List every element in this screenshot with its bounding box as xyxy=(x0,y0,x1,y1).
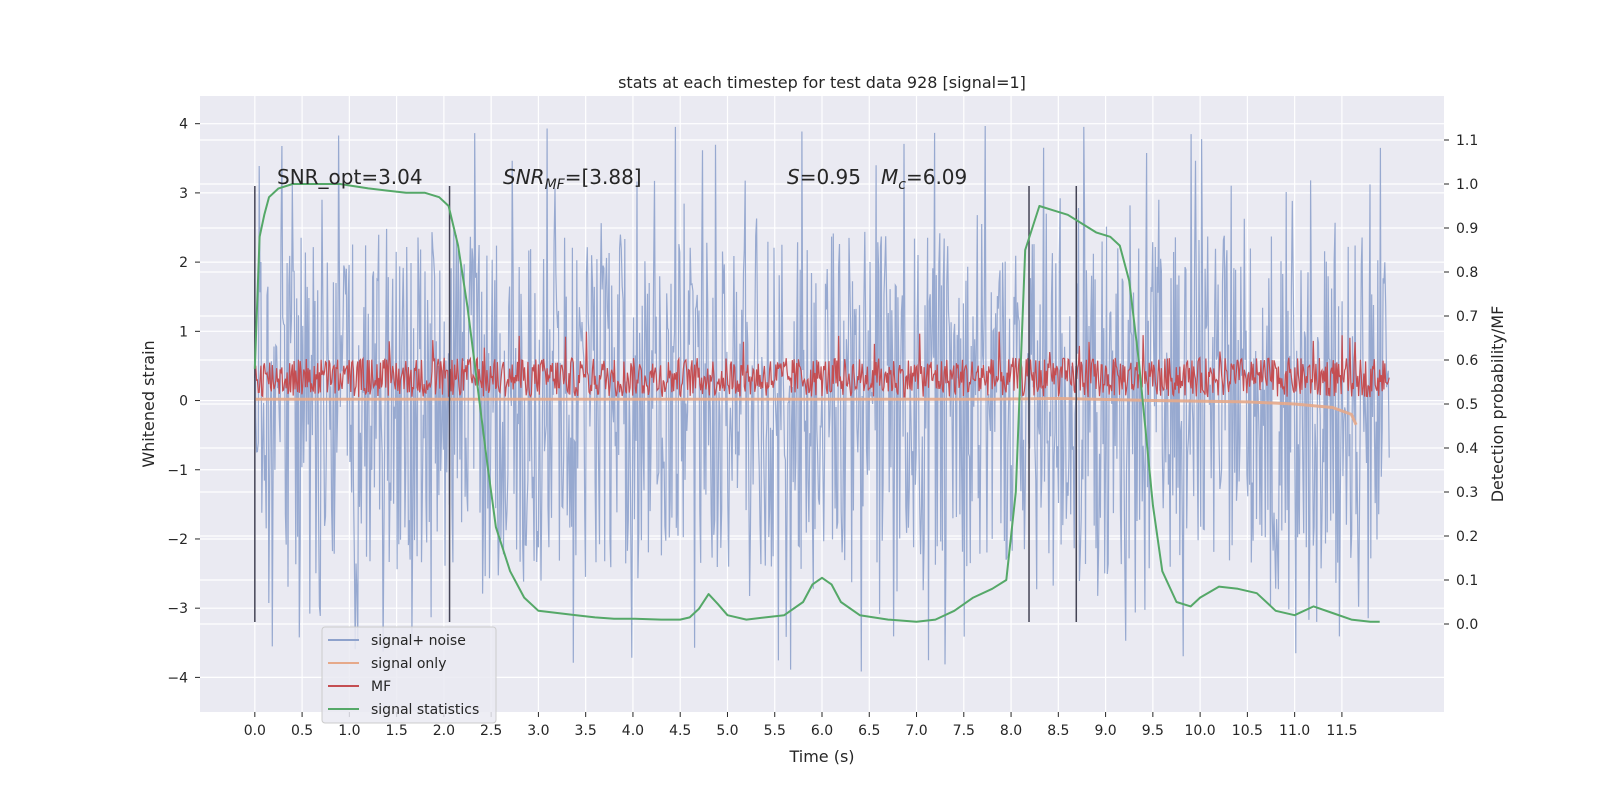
mf-trace xyxy=(254,331,1390,398)
y2-tick-label: 0.9 xyxy=(1456,221,1478,237)
y2-tick-label: 0.1 xyxy=(1456,573,1478,589)
x-tick-label: 6.5 xyxy=(858,723,880,739)
y-tick-label: 4 xyxy=(179,117,188,133)
signal-only-trace xyxy=(254,396,1358,426)
y-tick-label: 3 xyxy=(179,186,188,202)
x-tick-label: 6.0 xyxy=(811,723,833,739)
x-tick-label: 7.5 xyxy=(953,723,975,739)
legend: signal+ noise signal only MF signal stat… xyxy=(321,626,497,724)
y2-tick-label: 0.4 xyxy=(1456,441,1478,457)
annotation-snr-opt: SNR_opt=3.04 xyxy=(277,165,423,189)
y-axis-label: Whitened strain xyxy=(139,340,158,467)
y-axis-ticks: −4 −3 −2 −1 0 1 2 3 4 xyxy=(167,117,200,686)
signal-only-series xyxy=(254,396,1358,426)
x-tick-label: 4.5 xyxy=(669,723,691,739)
y-tick-label: −3 xyxy=(167,601,188,617)
y2-tick-label: 0.7 xyxy=(1456,309,1478,325)
x-tick-label: 9.5 xyxy=(1142,723,1164,739)
y2-tick-label: 0.8 xyxy=(1456,265,1478,281)
x-axis-label: Time (s) xyxy=(788,747,854,766)
legend-label-stat: signal statistics xyxy=(371,702,479,718)
y2-tick-label: 0.2 xyxy=(1456,529,1478,545)
legend-label-signal: signal only xyxy=(371,656,446,672)
y-tick-label: 0 xyxy=(179,394,188,410)
x-tick-label: 10.5 xyxy=(1232,723,1263,739)
x-tick-label: 7.0 xyxy=(905,723,927,739)
x-tick-label: 8.0 xyxy=(1000,723,1022,739)
x-tick-label: 8.5 xyxy=(1047,723,1069,739)
x-tick-label: 1.0 xyxy=(338,723,360,739)
legend-label-noise: signal+ noise xyxy=(371,633,466,649)
x-tick-label: 3.0 xyxy=(527,723,549,739)
vertical-markers xyxy=(254,185,1078,623)
x-tick-label: 5.5 xyxy=(764,723,786,739)
x-tick-label: 10.0 xyxy=(1185,723,1216,739)
x-tick-label: 2.5 xyxy=(480,723,502,739)
x-tick-label: 9.0 xyxy=(1094,723,1116,739)
y2-tick-label: 0.5 xyxy=(1456,397,1478,413)
annotation-snr-mf: SNRMF=[3.88] xyxy=(503,165,642,193)
mf-series xyxy=(254,331,1390,398)
x-tick-label: 5.0 xyxy=(716,723,738,739)
x-axis-ticks: 0.0 0.5 1.0 1.5 2.0 2.5 3.0 3.5 4.0 4.5 5.0 5.5 6.0 6… xyxy=(244,712,1357,739)
x-tick-label: 11.0 xyxy=(1279,723,1310,739)
y2-axis-label: Detection probability/MF xyxy=(1488,306,1507,503)
x-tick-label: 0.5 xyxy=(291,723,313,739)
x-tick-label: 11.5 xyxy=(1326,723,1357,739)
chart-title: stats at each timestep for test data 928… xyxy=(618,73,1026,92)
y-tick-label: −4 xyxy=(167,670,188,686)
y-tick-label: 2 xyxy=(179,255,188,271)
y-tick-label: 1 xyxy=(179,324,188,340)
annotation-mc: Mc=6.09 xyxy=(881,165,967,193)
y-tick-label: −2 xyxy=(167,532,188,548)
x-tick-label: 4.0 xyxy=(622,723,644,739)
y2-tick-label: 0.0 xyxy=(1456,617,1478,633)
y2-tick-label: 0.6 xyxy=(1456,353,1478,369)
annotation-s: S=0.95 xyxy=(787,165,861,189)
signal-statistics-trace xyxy=(253,183,1380,623)
y2-tick-label: 1.0 xyxy=(1456,177,1478,193)
y2-tick-label: 0.3 xyxy=(1456,485,1478,501)
x-tick-label: 0.0 xyxy=(244,723,266,739)
y-tick-label: −1 xyxy=(167,463,188,479)
y2-axis-ticks: 0.0 0.1 0.2 0.3 0.4 0.5 0.6 0.7 0.8 0.9 1.0 1.1 xyxy=(1444,133,1478,633)
x-tick-label: 2.0 xyxy=(433,723,455,739)
x-tick-label: 3.5 xyxy=(575,723,597,739)
x-tick-label: 1.5 xyxy=(385,723,407,739)
signal-statistics-series xyxy=(253,183,1380,623)
y2-tick-label: 1.1 xyxy=(1456,133,1478,149)
legend-label-mf: MF xyxy=(371,679,391,695)
